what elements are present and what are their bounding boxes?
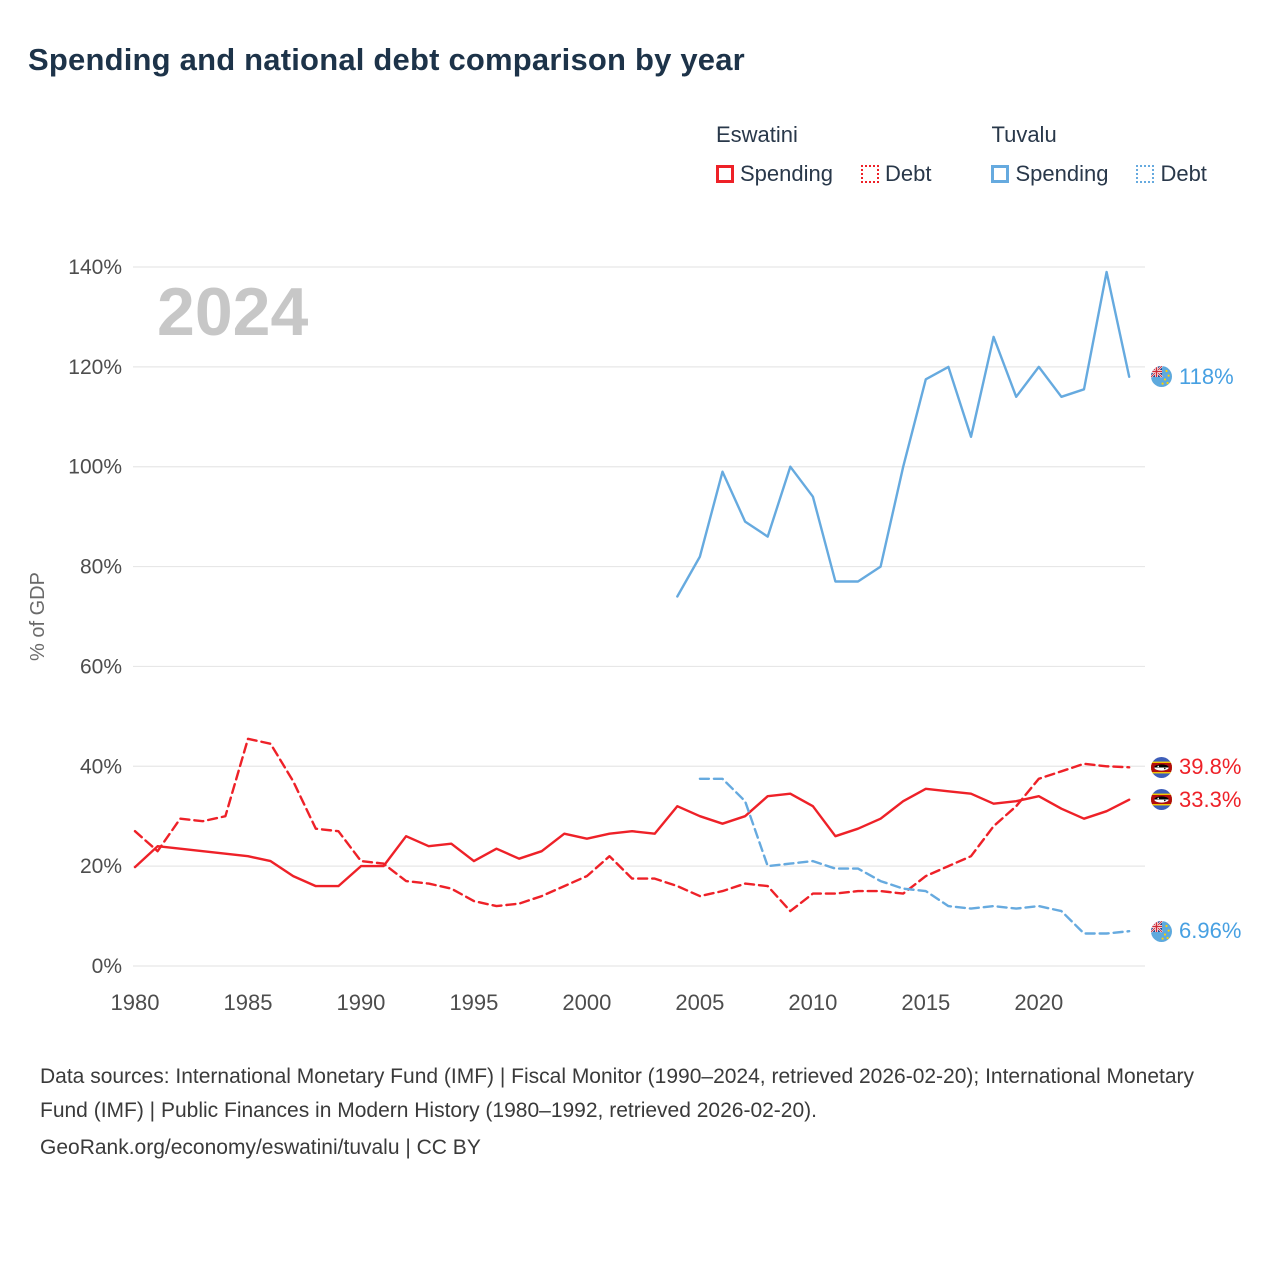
legend-label: Spending — [740, 161, 833, 186]
svg-text:40%: 40% — [80, 755, 122, 778]
end-label-value: 39.8% — [1179, 754, 1242, 780]
svg-text:140%: 140% — [68, 256, 122, 279]
data-sources-text: Data sources: International Monetary Fun… — [40, 1065, 1195, 1123]
legend-country-tuvalu: Tuvalu — [991, 122, 1057, 147]
attribution-text: GeoRank.org/economy/eswatini/tuvalu | CC… — [40, 1136, 481, 1160]
tuvalu-debt-swatch-icon — [1136, 165, 1155, 183]
eswatini-spending-swatch-icon — [716, 165, 734, 183]
legend-group-eswatini: Eswatini Spending Debt — [716, 122, 931, 187]
svg-text:2015: 2015 — [901, 990, 950, 1015]
svg-text:1990: 1990 — [336, 990, 385, 1015]
svg-text:60%: 60% — [80, 655, 122, 678]
svg-text:2000: 2000 — [562, 990, 611, 1015]
legend-item-eswatini-spending: Spending — [716, 161, 833, 187]
eswatini-debt-swatch-icon — [860, 165, 879, 183]
end-label-value: 6.96% — [1179, 918, 1242, 944]
legend-label: Debt — [884, 161, 932, 186]
legend-item-tuvalu-debt: Debt — [1136, 161, 1207, 187]
end-label-tuvalu-debt: 6.96% — [1151, 918, 1242, 944]
legend-label: Spending — [1015, 161, 1109, 186]
svg-text:2005: 2005 — [675, 990, 724, 1015]
legend-group-tuvalu: Tuvalu Spending Debt — [991, 122, 1207, 187]
legend-item-tuvalu-spending: Spending — [991, 161, 1108, 187]
svg-text:1995: 1995 — [449, 990, 498, 1015]
end-label-tuvalu-spending: 118% — [1151, 363, 1234, 389]
end-label-value: 118% — [1179, 363, 1234, 389]
svg-text:2024: 2024 — [157, 274, 308, 350]
end-label-value: 33.3% — [1179, 786, 1242, 812]
legend: Eswatini Spending Debt Tuvalu Spending D… — [716, 122, 1207, 187]
end-label-eswatini-spending: 33.3% — [1151, 786, 1242, 812]
chart-canvas: 0% 20% 40% 60% 80% 100% 120% 140% 1980 1985 1990 19… — [27, 256, 1145, 1015]
svg-text:% of GDP: % of GDP — [27, 572, 49, 661]
page-title: Spending and national debt comparison by… — [28, 42, 745, 77]
svg-text:2020: 2020 — [1014, 990, 1063, 1015]
legend-label: Debt — [1160, 161, 1207, 186]
svg-text:1985: 1985 — [223, 990, 272, 1015]
tuvalu-flag-icon — [1151, 920, 1172, 942]
end-label-eswatini-debt: 39.8% — [1151, 754, 1242, 780]
tuvalu-flag-icon — [1151, 366, 1172, 388]
eswatini-flag-icon — [1151, 756, 1172, 778]
svg-text:100%: 100% — [68, 456, 122, 479]
eswatini-flag-icon — [1151, 789, 1172, 811]
chart: 0% 20% 40% 60% 80% 100% 120% 140% 1980 1985 1990 19… — [0, 225, 1280, 1025]
svg-text:2010: 2010 — [788, 990, 837, 1015]
legend-country-eswatini: Eswatini — [716, 122, 798, 147]
svg-text:80%: 80% — [80, 556, 122, 579]
legend-item-eswatini-debt: Debt — [860, 161, 932, 187]
svg-text:0%: 0% — [92, 955, 122, 978]
svg-text:20%: 20% — [80, 855, 122, 878]
footer: Data sources: International Monetary Fun… — [40, 1060, 1238, 1165]
tuvalu-spending-swatch-icon — [991, 165, 1010, 183]
svg-text:1980: 1980 — [111, 990, 160, 1015]
svg-text:120%: 120% — [68, 356, 122, 379]
